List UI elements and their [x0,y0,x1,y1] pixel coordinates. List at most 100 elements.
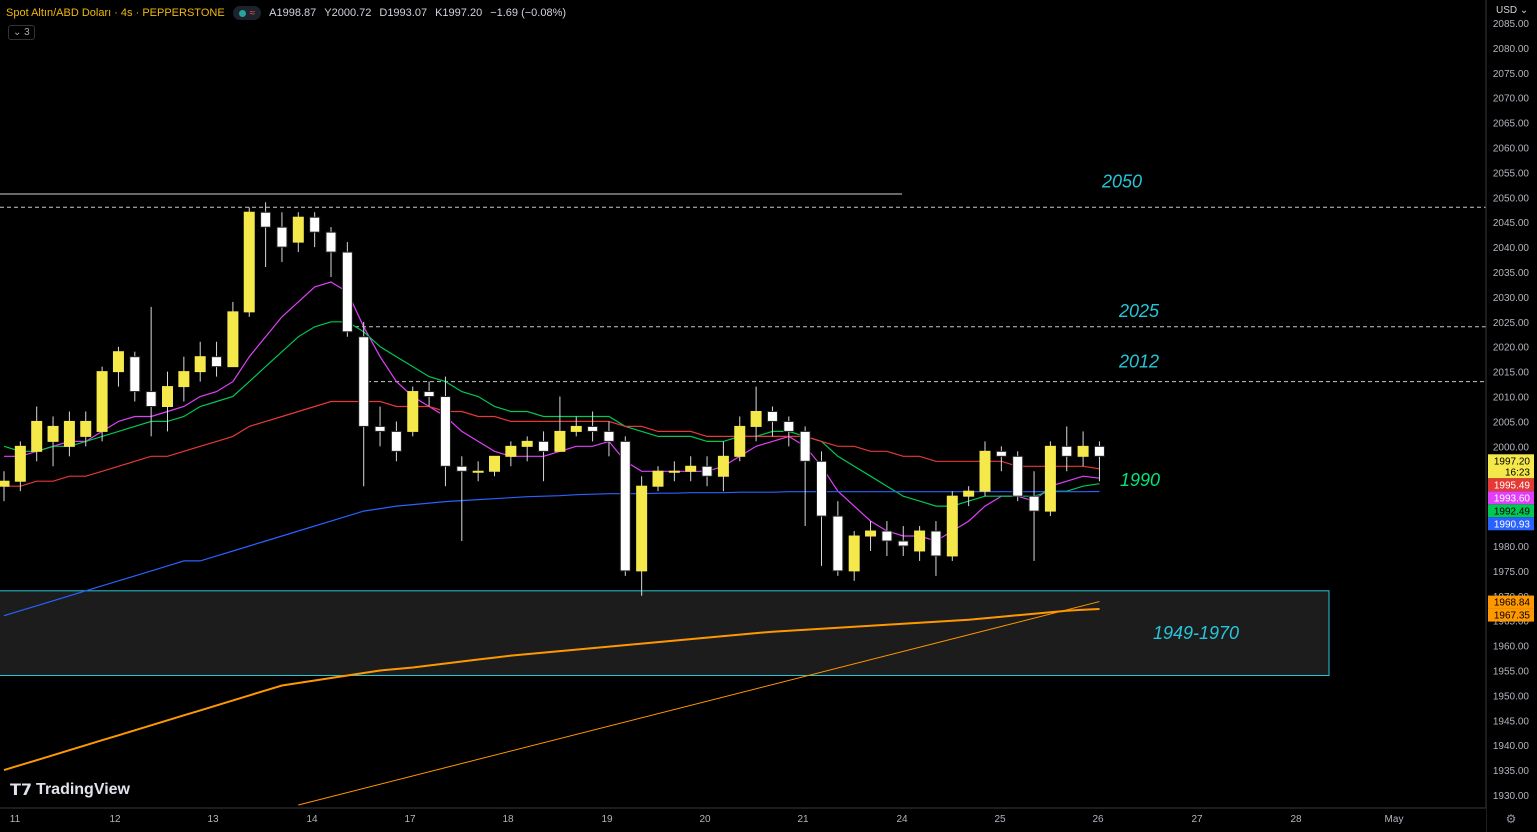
candle [636,476,648,596]
candle [554,396,566,452]
candle [848,531,860,581]
x-tick-label: 13 [207,814,219,825]
candle-body [750,410,762,427]
candle-body [14,445,26,482]
moving-average-line [3,608,1100,772]
candle-body [276,226,288,248]
candle-body [963,490,975,497]
candle [194,341,206,382]
candle [309,212,321,248]
x-tick-label: 20 [699,814,711,825]
candle [129,351,141,402]
candle [456,456,468,541]
candle [717,441,729,492]
x-tick-label: 27 [1191,814,1203,825]
candle [587,411,599,442]
candle-body [701,465,713,477]
price-tag-label: 1992.49 [1494,506,1531,517]
ohlc-open: A1998.87 [269,7,317,19]
ohlc-low: D1993.07 [379,7,428,19]
wave-icon: ≈ [249,7,256,19]
candle [505,441,517,467]
candle [390,421,402,462]
candle-body [309,216,321,233]
candle [963,486,975,507]
candle-body [227,311,239,368]
y-tick-label: 1955.00 [1493,667,1530,678]
candle-body [930,530,942,557]
candle-body [31,420,43,452]
candle [472,461,484,482]
x-tick-label: 18 [502,814,514,825]
price-tag [1488,478,1534,492]
candle [0,471,10,502]
price-tag-label: 1968.84 [1494,598,1531,609]
candle-body [668,470,680,473]
y-tick-label: 1975.00 [1493,567,1530,578]
ohlc-change: −1.69 (−0.08%) [490,7,567,19]
candle-body [472,470,484,473]
candle [881,521,893,556]
candle-body [211,356,223,368]
candle-body [325,231,337,253]
y-tick-label: 2025.00 [1493,318,1530,329]
candle-body [341,251,353,333]
x-tick-label: 14 [306,814,318,825]
candle [619,436,631,576]
y-tick-label: 2030.00 [1493,293,1530,304]
candle [832,501,844,576]
level-label: 2025 [1118,301,1160,321]
zone-label: 1949-1970 [1153,623,1239,643]
price-tag [1488,454,1534,479]
indicators-toggle[interactable]: ⌄ 3 [8,25,35,40]
candle [276,212,288,263]
x-tick-label: 28 [1290,814,1302,825]
candle [145,306,157,437]
candle [407,386,419,437]
candle [1061,426,1073,472]
candle-body [799,430,811,462]
candle-body [734,425,746,457]
candle-body [260,211,272,228]
candle [668,461,680,482]
candle-body [652,470,664,487]
candle-body [1093,445,1105,457]
y-tick-label: 2060.00 [1493,143,1530,154]
candle [734,416,746,462]
tradingview-logo[interactable]: 𝗧𝟳 TradingView [10,780,130,800]
y-tick-label: 2035.00 [1493,268,1530,279]
price-tag-label: 1995.49 [1494,480,1531,491]
candle [995,446,1007,472]
level-label: 1990 [1120,470,1160,490]
y-tick-label: 2075.00 [1493,69,1530,80]
x-tick-label: 19 [601,814,613,825]
candle-body [505,445,517,457]
candle-body [897,540,909,547]
symbol-title[interactable]: Spot Altın/ABD Doları · 4s · PEPPERSTONE [6,7,225,19]
price-tag-label: 1990.93 [1494,519,1531,530]
candle [914,526,926,561]
candle-body [1028,495,1040,512]
x-tick-label: 11 [10,814,21,825]
candle [1093,441,1105,482]
candle [570,416,582,437]
y-tick-label: 2085.00 [1493,19,1530,30]
candle [439,376,451,487]
candle-body [995,450,1007,457]
price-tag-label: 1993.60 [1494,493,1531,504]
candle [14,441,26,492]
candle [685,456,697,482]
candle-body [145,391,157,407]
x-tick-label: 24 [896,814,908,825]
candle [31,406,43,462]
candle [358,321,370,487]
candle-body [162,386,173,408]
market-status[interactable]: ≈ [232,6,262,20]
market-open-icon [238,9,246,17]
price-tag [1488,608,1534,622]
y-tick-label: 1960.00 [1493,642,1530,653]
moving-average-line [4,281,1100,542]
settings-gear-icon[interactable]: ⚙ [1506,812,1517,826]
x-tick-label: 21 [797,814,809,825]
